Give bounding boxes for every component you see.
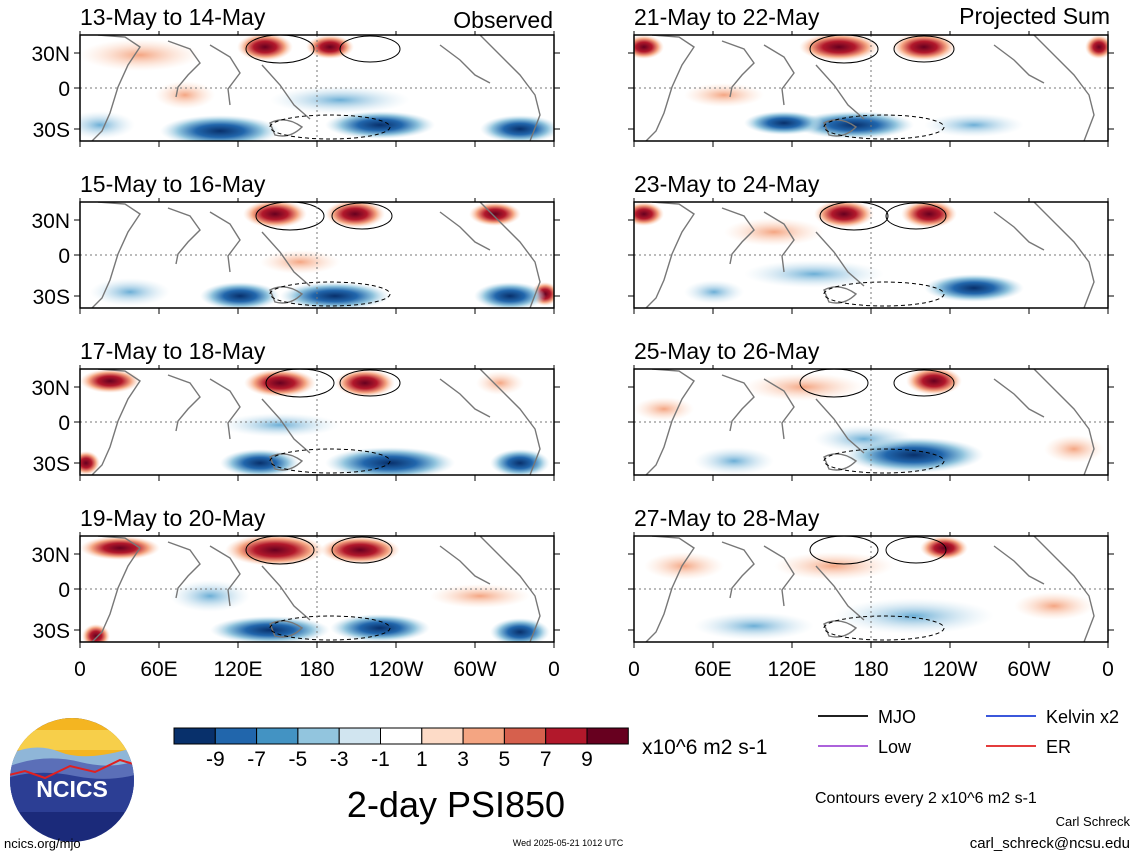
lon-label: 180 bbox=[299, 658, 334, 681]
colorbar-swatch bbox=[586, 727, 629, 745]
legend-label: ER bbox=[1046, 737, 1071, 757]
lon-label: 0 bbox=[548, 658, 560, 681]
legend-label: MJO bbox=[878, 707, 916, 727]
panel-title: 21-May to 22-May bbox=[634, 4, 820, 30]
colorbar-label: -3 bbox=[330, 748, 349, 771]
lat-label: 30S bbox=[33, 119, 70, 142]
footer-author: Carl Schreck bbox=[1056, 814, 1131, 829]
colorbar-swatch bbox=[338, 727, 382, 745]
lat-label: 30S bbox=[33, 286, 70, 309]
lat-label: 30N bbox=[31, 377, 70, 400]
map-field bbox=[634, 35, 1108, 141]
map-panel: 27-May to 28-May 0 60E 120E 180 120W 60W 0 bbox=[628, 505, 1114, 681]
colorbar: -9 -7 -5 -3 -1 1 3 5 7 9 bbox=[173, 727, 629, 771]
lon-label: 60W bbox=[453, 658, 496, 681]
lon-label: 180 bbox=[853, 658, 888, 681]
ncics-logo: NCICS bbox=[10, 718, 134, 842]
lon-label: 60E bbox=[140, 658, 177, 681]
lat-label: 30N bbox=[31, 210, 70, 233]
colorbar-label: -9 bbox=[206, 748, 225, 771]
panel-title: 23-May to 24-May bbox=[634, 171, 820, 197]
colorbar-label: 5 bbox=[499, 748, 511, 771]
observed-column-label: Observed bbox=[453, 7, 553, 33]
map-panel: 17-May to 18-May 30N 0 30S bbox=[31, 338, 560, 481]
lon-label: 120E bbox=[767, 658, 816, 681]
map-field bbox=[80, 369, 554, 475]
contour-note: Contours every 2 x10^6 m2 s-1 bbox=[815, 790, 1037, 807]
lat-label: 0 bbox=[58, 412, 70, 435]
colorbar-swatch bbox=[297, 727, 340, 745]
map-field bbox=[80, 202, 554, 308]
lat-label: 30S bbox=[33, 453, 70, 476]
lon-label: 0 bbox=[628, 658, 640, 681]
map-field bbox=[634, 369, 1108, 475]
panel-title: 19-May to 20-May bbox=[80, 505, 266, 531]
colorbar-swatch bbox=[256, 727, 299, 745]
map-panel: 15-May to 16-May 30N 0 30S bbox=[31, 171, 560, 314]
lon-label: 0 bbox=[1102, 658, 1114, 681]
map-field bbox=[634, 536, 1108, 642]
colorbar-label: -5 bbox=[289, 748, 308, 771]
footer-url[interactable]: ncics.org/mjo bbox=[4, 836, 81, 851]
colorbar-swatch bbox=[462, 727, 505, 745]
footer-timestamp: Wed 2025-05-21 1012 UTC bbox=[513, 838, 624, 848]
colorbar-label: 1 bbox=[416, 748, 428, 771]
lat-label: 0 bbox=[58, 579, 70, 602]
legend-label: Low bbox=[878, 737, 912, 757]
map-field bbox=[80, 536, 554, 642]
colorbar-label: -1 bbox=[371, 748, 390, 771]
panel-title: 17-May to 18-May bbox=[80, 338, 266, 364]
colorbar-swatch bbox=[214, 727, 258, 745]
lon-label: 120W bbox=[369, 658, 424, 681]
colorbar-label: 7 bbox=[540, 748, 552, 771]
lon-label: 0 bbox=[74, 658, 86, 681]
colorbar-swatch bbox=[421, 727, 464, 745]
lat-label: 0 bbox=[58, 245, 70, 268]
map-panel: 21-May to 22-May bbox=[628, 4, 1114, 147]
map-field bbox=[80, 35, 554, 141]
colorbar-swatch bbox=[503, 727, 547, 745]
legend-label: Kelvin x2 bbox=[1046, 707, 1119, 727]
colorbar-units: x10^6 m2 s-1 bbox=[642, 736, 767, 759]
colorbar-swatch bbox=[380, 727, 423, 745]
lat-label: 30N bbox=[31, 544, 70, 567]
panel-title: 13-May to 14-May bbox=[80, 4, 266, 30]
footer-email[interactable]: carl_schreck@ncsu.edu bbox=[970, 835, 1130, 852]
map-panel: 13-May to 14-May 30N 0 30S bbox=[31, 4, 560, 147]
logo-text: NCICS bbox=[36, 776, 108, 802]
colorbar-label: 9 bbox=[581, 748, 593, 771]
panel-title: 25-May to 26-May bbox=[634, 338, 820, 364]
lat-label: 30N bbox=[31, 43, 70, 66]
lat-label: 0 bbox=[58, 78, 70, 101]
colorbar-label: -7 bbox=[247, 748, 266, 771]
projected-column-label: Projected Sum bbox=[959, 3, 1110, 29]
lon-label: 120W bbox=[923, 658, 978, 681]
map-panel: 25-May to 26-May bbox=[628, 338, 1114, 481]
map-panel: 23-May to 24-May bbox=[628, 171, 1114, 314]
colorbar-swatch bbox=[173, 727, 216, 745]
lon-label: 60W bbox=[1007, 658, 1050, 681]
lat-label: 30S bbox=[33, 620, 70, 643]
colorbar-swatch bbox=[545, 727, 588, 745]
main-title: 2-day PSI850 bbox=[347, 784, 565, 825]
panel-title: 15-May to 16-May bbox=[80, 171, 266, 197]
lon-label: 120E bbox=[213, 658, 262, 681]
colorbar-label: 3 bbox=[457, 748, 469, 771]
panel-title: 27-May to 28-May bbox=[634, 505, 820, 531]
map-field bbox=[634, 202, 1108, 308]
legend: MJO Kelvin x2 Low ER bbox=[818, 707, 1119, 757]
lon-label: 60E bbox=[694, 658, 731, 681]
